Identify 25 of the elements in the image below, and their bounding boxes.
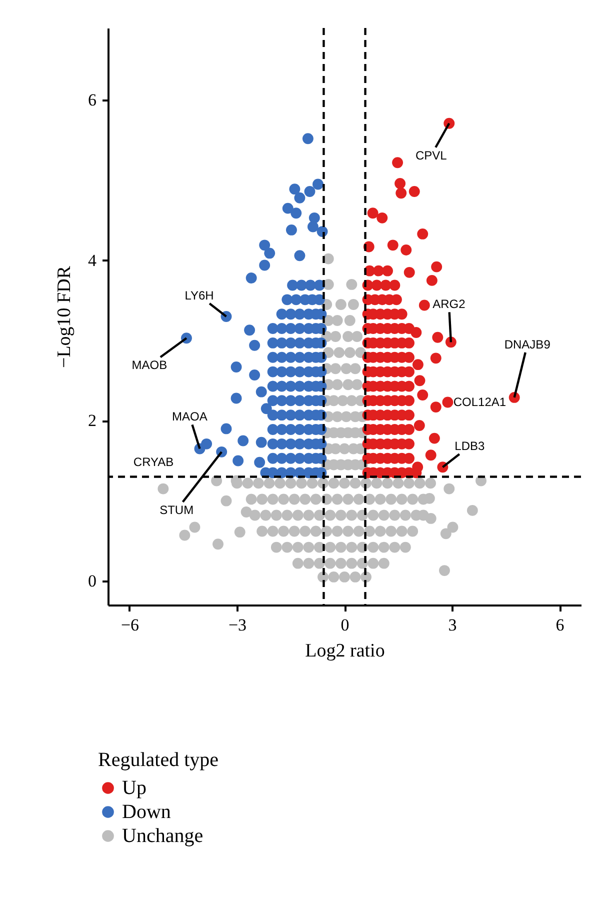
legend-label: Up bbox=[122, 777, 146, 799]
legend-label: Unchange bbox=[122, 825, 204, 847]
y-tick-label: 2 bbox=[88, 411, 96, 430]
annotation: MAOA bbox=[172, 410, 208, 424]
x-tick-label: 0 bbox=[340, 616, 350, 634]
annotation: ARG2 bbox=[432, 297, 466, 312]
y-tick-label: 4 bbox=[88, 250, 97, 270]
x-axis-title: Log2 ratio bbox=[305, 640, 385, 662]
annotation: DNAJB9 bbox=[504, 337, 551, 352]
annotation: CPVL bbox=[415, 148, 448, 162]
x-tick-label: 6 bbox=[556, 616, 564, 634]
annotation: MAOB bbox=[132, 358, 168, 372]
y-tick-label: 0 bbox=[88, 571, 96, 590]
y-axis-title: −Log10 FDR bbox=[54, 266, 75, 368]
legend-label: Down bbox=[122, 801, 171, 823]
y-tick-label: 6 bbox=[88, 90, 96, 110]
legend-title: Regulated type bbox=[98, 749, 219, 771]
annotation: STUM bbox=[160, 502, 194, 517]
annotation: COL12A1 bbox=[453, 395, 506, 410]
x-tick-label: 3 bbox=[448, 616, 457, 634]
x-tick-label: −3 bbox=[228, 616, 247, 634]
annotation: LDB3 bbox=[454, 439, 486, 454]
x-tick-label: −6 bbox=[120, 616, 140, 634]
annotation: CRYAB bbox=[133, 454, 174, 469]
annotation: LY6H bbox=[184, 288, 214, 302]
